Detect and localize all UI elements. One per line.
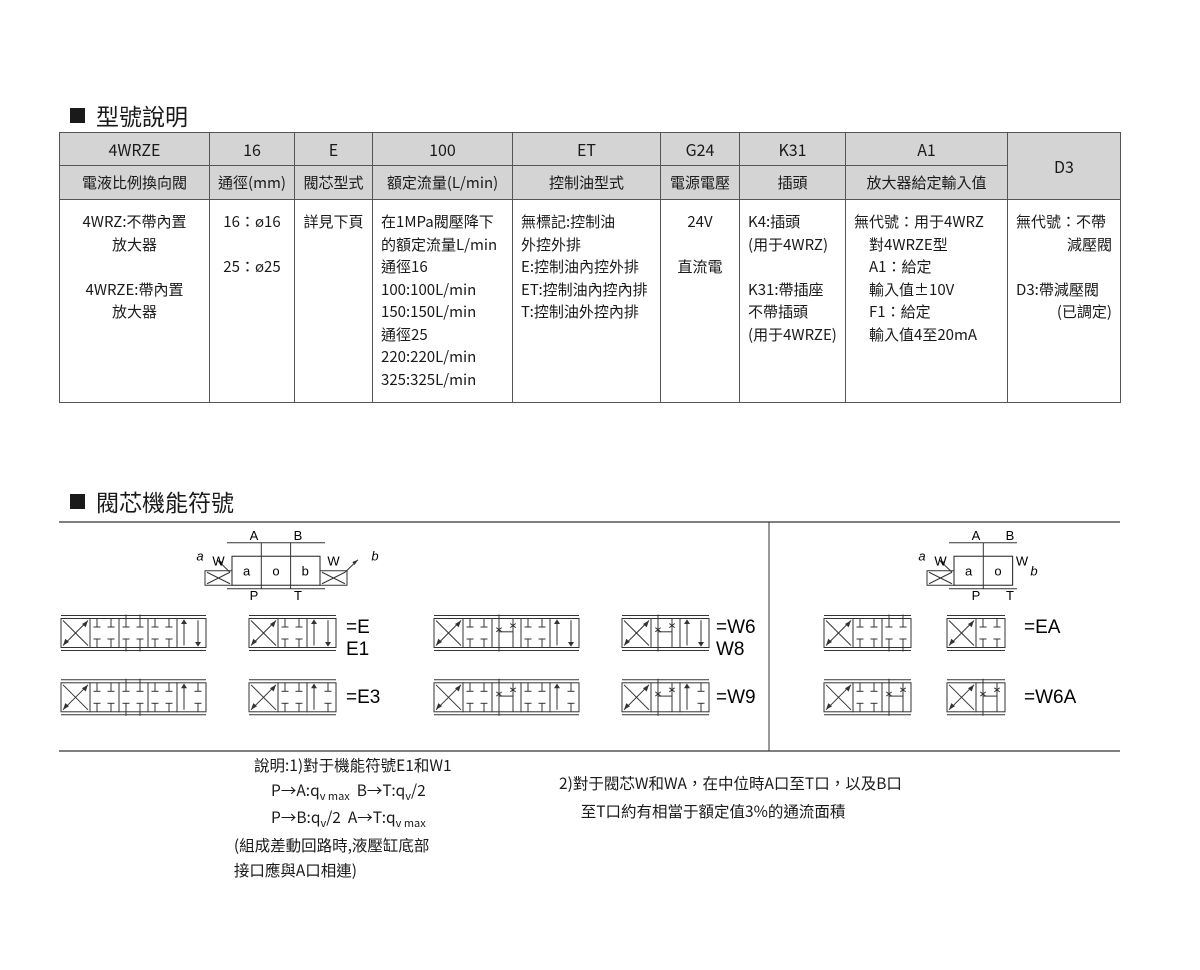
svg-text:=EA: =EA xyxy=(1024,617,1061,638)
svg-text:a: a xyxy=(965,563,973,578)
svg-text:A: A xyxy=(972,528,981,543)
svg-text:B: B xyxy=(1006,528,1015,543)
svg-text:=E: =E xyxy=(346,617,370,638)
svg-text:b: b xyxy=(302,563,309,578)
svg-text:o: o xyxy=(272,563,279,578)
svg-text:=W6: =W6 xyxy=(716,617,756,638)
svg-text:a: a xyxy=(196,548,203,563)
svg-text:=E3: =E3 xyxy=(346,687,380,708)
svg-text:=W6A: =W6A xyxy=(1024,687,1077,708)
svg-text:a: a xyxy=(918,548,925,563)
svg-text:W8: W8 xyxy=(716,639,745,660)
svg-text:T: T xyxy=(1006,588,1014,603)
svg-text:W: W xyxy=(934,553,947,568)
svg-text:b: b xyxy=(1030,563,1037,578)
svg-text:T: T xyxy=(294,588,302,603)
svg-text:W: W xyxy=(1016,553,1029,568)
svg-text:B: B xyxy=(294,528,303,543)
svg-text:a: a xyxy=(243,563,251,578)
svg-text:A: A xyxy=(250,528,259,543)
svg-text:P: P xyxy=(250,588,259,603)
svg-text:E1: E1 xyxy=(346,639,369,660)
svg-text:W: W xyxy=(327,553,340,568)
svg-text:o: o xyxy=(994,563,1001,578)
svg-text:b: b xyxy=(371,548,378,563)
svg-text:W: W xyxy=(212,553,225,568)
svg-text:P: P xyxy=(972,588,981,603)
svg-text:=W9: =W9 xyxy=(716,687,756,708)
